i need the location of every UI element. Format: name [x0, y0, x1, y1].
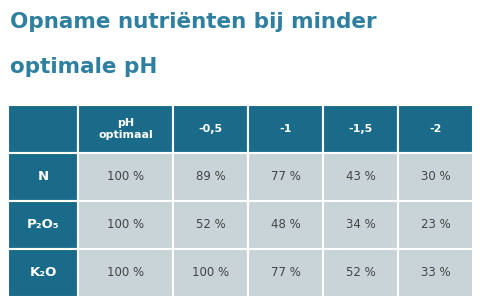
Bar — [247, 105, 322, 153]
Bar — [78, 153, 173, 201]
Text: 89 %: 89 % — [195, 170, 225, 184]
Text: -2: -2 — [428, 124, 441, 134]
Bar — [8, 249, 78, 297]
Text: pH
optimaal: pH optimaal — [98, 118, 153, 140]
Bar — [397, 105, 472, 153]
Bar — [78, 201, 173, 249]
Text: 23 %: 23 % — [420, 218, 449, 232]
Text: 100 %: 100 % — [107, 266, 144, 280]
Bar — [247, 153, 322, 201]
Text: -1,5: -1,5 — [348, 124, 372, 134]
Text: 33 %: 33 % — [420, 266, 449, 280]
Bar — [8, 201, 78, 249]
Text: -1: -1 — [279, 124, 291, 134]
Bar — [397, 201, 472, 249]
Text: 43 %: 43 % — [345, 170, 375, 184]
Bar — [173, 153, 247, 201]
Bar — [8, 153, 78, 201]
Bar — [8, 105, 78, 153]
Text: 30 %: 30 % — [420, 170, 449, 184]
Text: 77 %: 77 % — [270, 170, 300, 184]
Text: 52 %: 52 % — [195, 218, 225, 232]
Text: 100 %: 100 % — [191, 266, 228, 280]
Text: 48 %: 48 % — [270, 218, 300, 232]
Bar — [173, 105, 247, 153]
Text: N: N — [38, 170, 49, 184]
Bar — [247, 201, 322, 249]
Text: 100 %: 100 % — [107, 218, 144, 232]
Text: 34 %: 34 % — [345, 218, 375, 232]
Text: optimale pH: optimale pH — [10, 57, 157, 77]
Text: P₂O₅: P₂O₅ — [27, 218, 59, 232]
Text: 77 %: 77 % — [270, 266, 300, 280]
Bar — [397, 153, 472, 201]
Bar — [78, 249, 173, 297]
Bar — [247, 249, 322, 297]
Bar — [173, 249, 247, 297]
Bar — [322, 153, 397, 201]
Bar — [322, 249, 397, 297]
Bar — [322, 105, 397, 153]
Bar — [322, 201, 397, 249]
Text: 52 %: 52 % — [345, 266, 375, 280]
Bar — [397, 249, 472, 297]
Bar — [173, 201, 247, 249]
Text: -0,5: -0,5 — [198, 124, 222, 134]
Text: Opname nutriënten bij minder: Opname nutriënten bij minder — [10, 12, 376, 32]
Text: K₂O: K₂O — [29, 266, 57, 280]
Bar — [78, 105, 173, 153]
Text: 100 %: 100 % — [107, 170, 144, 184]
